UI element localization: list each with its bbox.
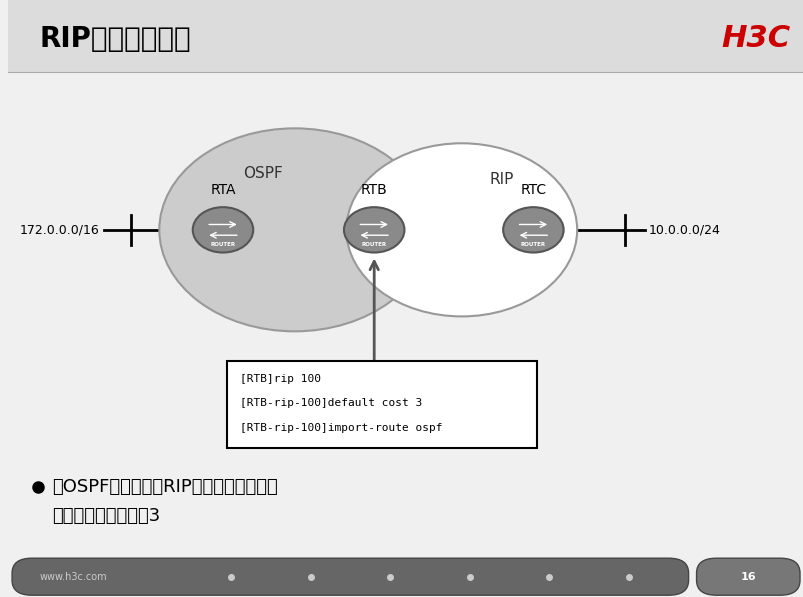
Text: OSPF: OSPF — [243, 165, 283, 181]
Text: ROUTER: ROUTER — [520, 242, 545, 247]
Circle shape — [159, 128, 430, 331]
Text: 设定其缺省度量值为3: 设定其缺省度量值为3 — [52, 507, 160, 525]
Text: [RTB]rip 100: [RTB]rip 100 — [240, 374, 321, 384]
Text: 16: 16 — [740, 572, 755, 581]
FancyBboxPatch shape — [226, 361, 536, 448]
FancyBboxPatch shape — [12, 558, 687, 595]
Circle shape — [193, 207, 253, 253]
Circle shape — [344, 207, 404, 253]
Text: www.h3c.com: www.h3c.com — [40, 572, 108, 581]
Text: ROUTER: ROUTER — [361, 242, 386, 247]
Text: [RTB-rip-100]default cost 3: [RTB-rip-100]default cost 3 — [240, 398, 422, 408]
Text: 10.0.0.0/24: 10.0.0.0/24 — [648, 223, 719, 236]
FancyBboxPatch shape — [8, 0, 803, 72]
Text: [RTB-rip-100]import-route ospf: [RTB-rip-100]import-route ospf — [240, 423, 442, 433]
Text: 172.0.0.0/16: 172.0.0.0/16 — [20, 223, 100, 236]
Text: RTB: RTB — [361, 183, 387, 197]
Text: ROUTER: ROUTER — [210, 242, 235, 247]
Text: RIP路由引入示例: RIP路由引入示例 — [40, 25, 191, 53]
FancyBboxPatch shape — [695, 558, 799, 595]
Circle shape — [503, 207, 563, 253]
Text: RIP: RIP — [489, 171, 513, 187]
Text: RTC: RTC — [520, 183, 546, 197]
Circle shape — [346, 143, 577, 316]
Text: RTA: RTA — [210, 183, 235, 197]
Text: 将OSPF路由引入到RIP协议路由表中，并: 将OSPF路由引入到RIP协议路由表中，并 — [52, 478, 277, 496]
Text: H3C: H3C — [721, 24, 790, 53]
